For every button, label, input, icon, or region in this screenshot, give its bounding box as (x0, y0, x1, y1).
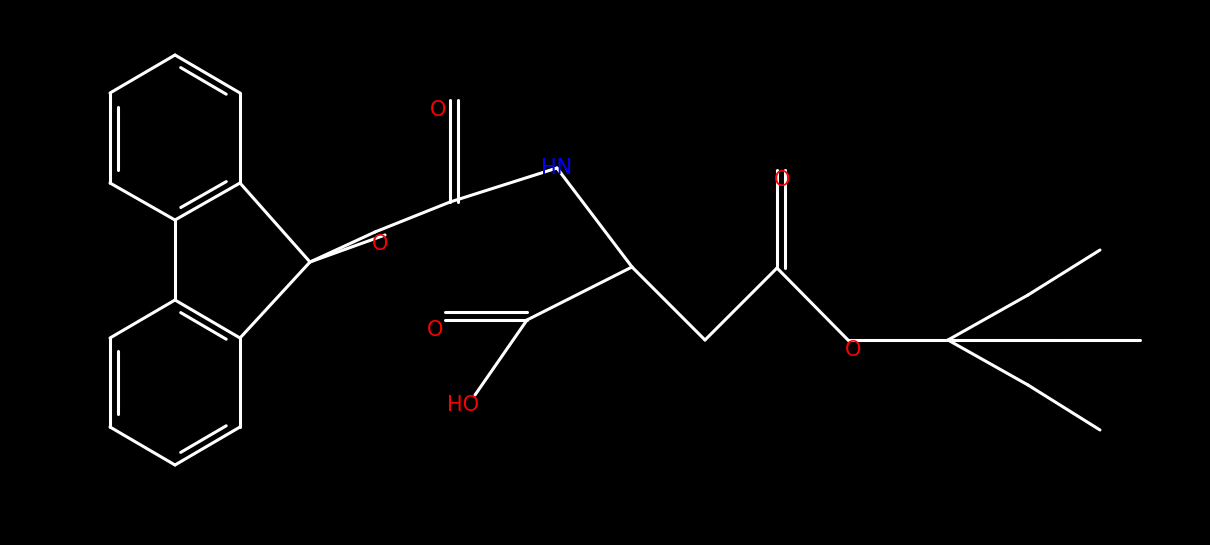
Text: HO: HO (446, 395, 479, 415)
Text: O: O (774, 170, 790, 190)
Text: HN: HN (541, 158, 572, 178)
Text: O: O (371, 234, 388, 254)
Text: O: O (430, 100, 446, 120)
Text: O: O (845, 340, 862, 360)
Text: O: O (427, 320, 443, 340)
